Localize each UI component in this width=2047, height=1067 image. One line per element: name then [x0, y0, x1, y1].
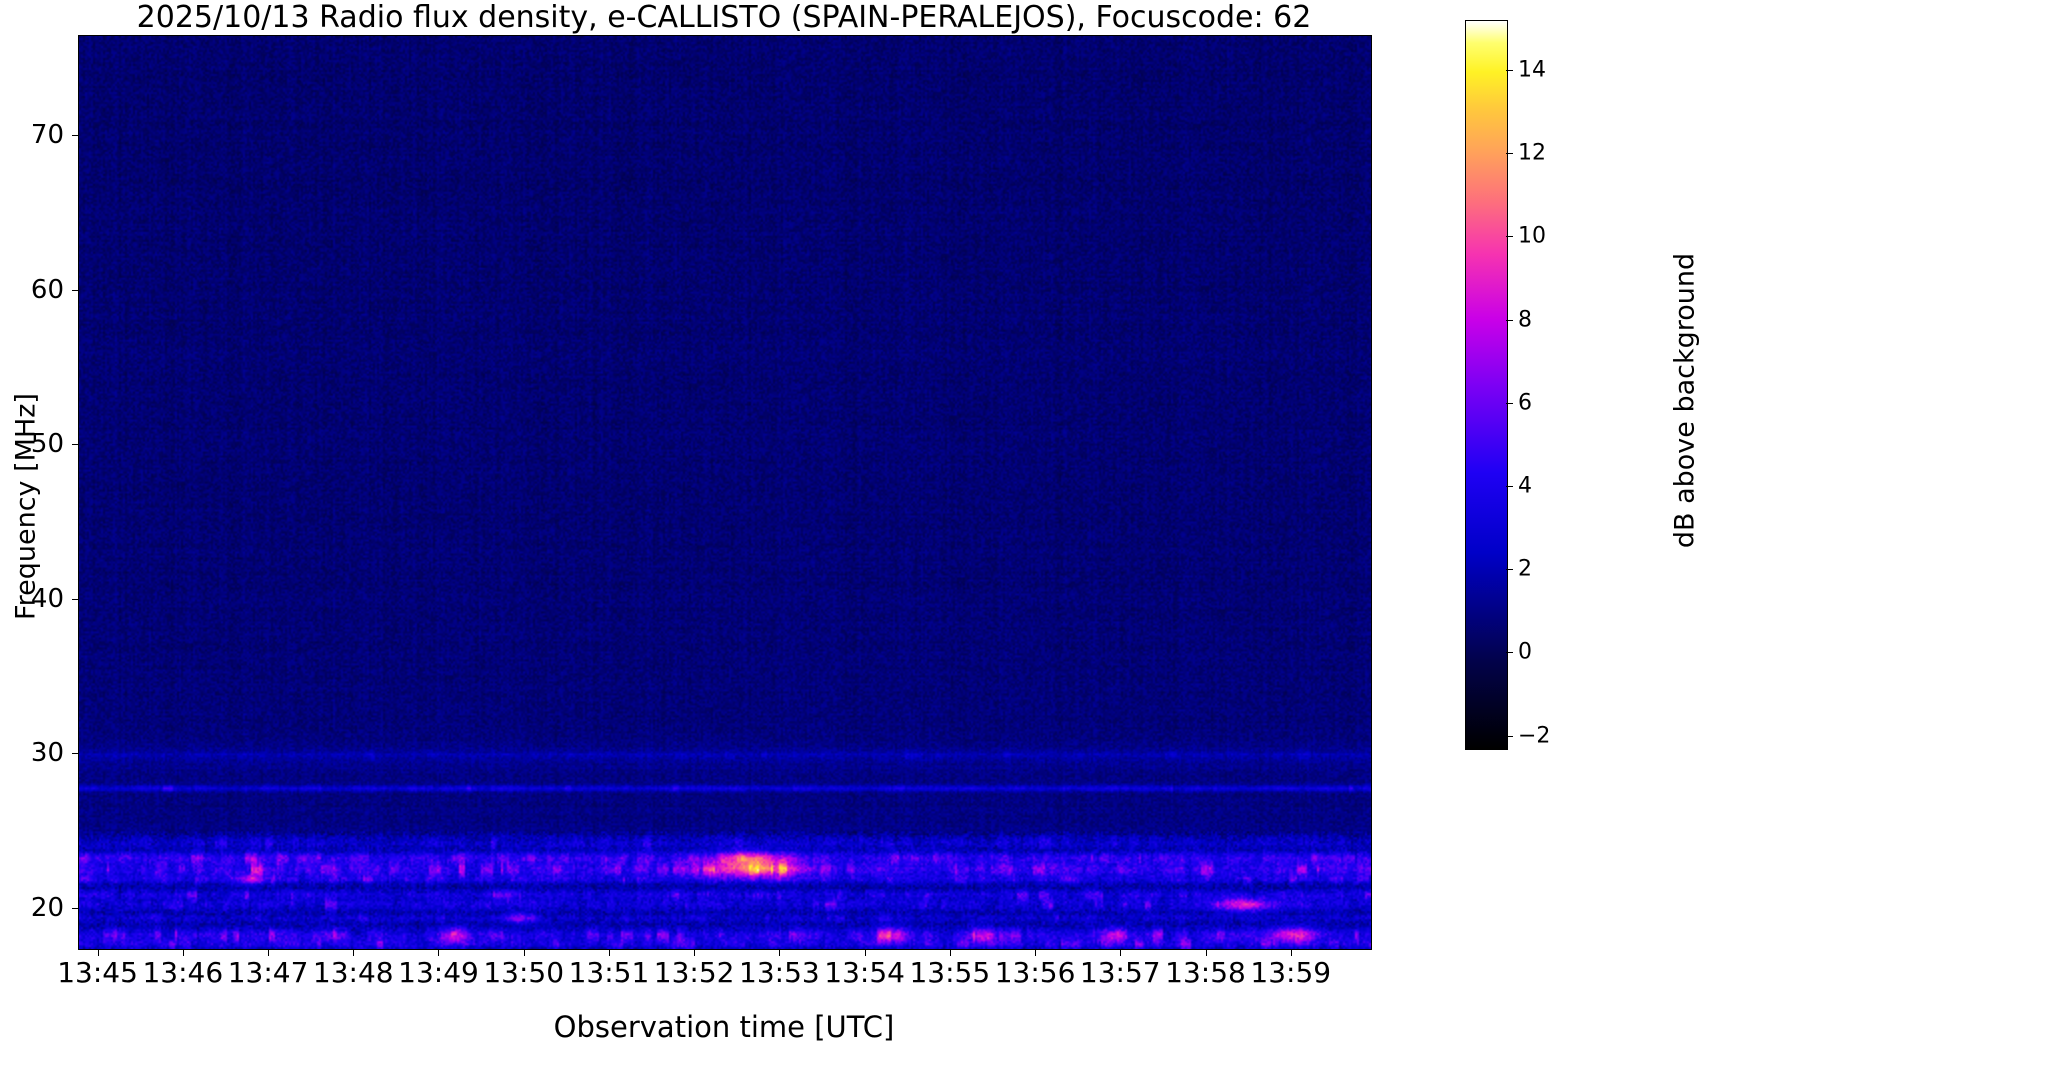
y-tick-label: 30: [30, 738, 64, 769]
colorbar-tick-label: 12: [1518, 140, 1546, 166]
y-tick-mark: [72, 289, 79, 291]
x-tick-label: 13:55: [909, 956, 991, 989]
colorbar-tick-mark: [1506, 153, 1513, 155]
colorbar-tick-mark: [1506, 402, 1513, 404]
colorbar-tick-mark: [1506, 319, 1513, 321]
y-tick-label: 40: [30, 583, 64, 614]
spectrogram-image: [79, 36, 1371, 949]
x-tick-mark: [438, 949, 440, 956]
x-tick-label: 13:49: [398, 956, 479, 989]
colorbar-tick-mark: [1506, 652, 1513, 654]
spectrogram-axes[interactable]: [78, 35, 1372, 950]
y-tick-label: 60: [30, 274, 64, 305]
x-tick-label: 13:59: [1250, 956, 1332, 989]
y-tick-label: 50: [30, 429, 64, 460]
y-tick-mark: [72, 907, 79, 909]
x-tick-mark: [1035, 949, 1037, 956]
colorbar-label: dB above background: [1669, 252, 1701, 549]
colorbar-tick-label: 8: [1518, 307, 1532, 333]
x-tick-mark: [608, 949, 610, 956]
x-tick-mark: [694, 949, 696, 956]
colorbar-tick-mark: [1506, 69, 1513, 71]
y-axis-ticklabels: 70 60 50 40 30 20: [0, 35, 78, 950]
x-tick-mark: [864, 949, 866, 956]
colorbar-tick-mark: [1506, 485, 1513, 487]
y-tick-label: 70: [30, 120, 64, 151]
x-tick-mark: [779, 949, 781, 956]
x-axis-tickmarks: [78, 949, 1370, 957]
x-tick-mark: [182, 949, 184, 956]
x-tick-label: 13:48: [312, 956, 394, 989]
y-axis-tickmarks: [72, 35, 80, 950]
x-tick-mark: [97, 949, 99, 956]
colorbar-tick-label: 14: [1518, 57, 1546, 83]
x-tick-mark: [353, 949, 355, 956]
colorbar-tick-mark: [1506, 735, 1513, 737]
x-tick-label: 13:57: [1079, 956, 1161, 989]
y-tick-mark: [72, 135, 79, 137]
x-tick-label: 13:45: [57, 956, 138, 989]
x-tick-mark: [268, 949, 270, 956]
colorbar-tick-label: 10: [1518, 223, 1546, 249]
x-tick-mark: [523, 949, 525, 956]
colorbar-tick-label: 2: [1518, 556, 1532, 582]
page-title: 2025/10/13 Radio flux density, e-CALLIST…: [136, 0, 1312, 35]
colorbar-gradient[interactable]: [1465, 20, 1508, 750]
colorbar-tick-label: 0: [1518, 639, 1532, 665]
x-tick-label: 13:52: [653, 956, 735, 989]
x-axis-ticklabels: 13:45 13:46 13:47 13:48 13:49 13:50 13:51 13:52…: [57, 956, 1370, 1002]
x-tick-mark: [1290, 949, 1292, 956]
colorbar-tick-label: 6: [1518, 390, 1532, 416]
x-tick-label: 13:46: [142, 956, 224, 989]
x-axis-label: Observation time [UTC]: [553, 1010, 895, 1044]
y-tick-label: 20: [30, 892, 64, 923]
colorbar-tick-label: −2: [1518, 723, 1551, 749]
y-axis-label: Frequency [MHz]: [10, 393, 42, 620]
x-tick-mark: [949, 949, 951, 956]
colorbar-tick-label: 4: [1518, 473, 1532, 499]
x-tick-label: 13:56: [994, 956, 1076, 989]
x-tick-label: 13:51: [568, 956, 650, 989]
colorbar-tick-mark: [1506, 569, 1513, 571]
colorbar-tick-mark: [1506, 236, 1513, 238]
colorbar-ticks: 14 12 10 8 6 4 2 0 −2: [1506, 20, 1566, 750]
x-tick-label: 13:47: [227, 956, 309, 989]
y-tick-mark: [72, 753, 79, 755]
y-tick-mark: [72, 444, 79, 446]
x-tick-label: 13:50: [483, 956, 565, 989]
x-tick-mark: [1205, 949, 1207, 956]
x-tick-label: 13:54: [824, 956, 905, 989]
y-tick-mark: [72, 598, 79, 600]
x-tick-label: 13:58: [1165, 956, 1246, 989]
x-tick-mark: [1120, 949, 1122, 956]
x-tick-label: 13:53: [739, 956, 820, 989]
